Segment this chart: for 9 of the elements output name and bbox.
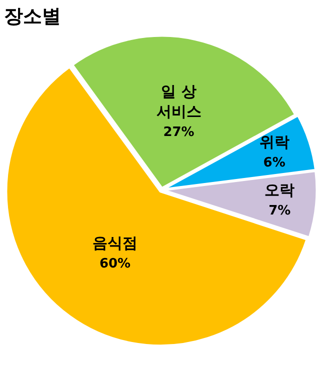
data-label: 27% — [163, 125, 194, 140]
slice-label: 일 상 서비스 — [156, 82, 202, 121]
chart-title: 장소별 — [4, 5, 61, 28]
slice-label: 음식점 — [92, 234, 138, 252]
slice-label: 위락 — [259, 133, 290, 152]
data-label: 60% — [99, 256, 131, 272]
data-label: 6% — [263, 156, 286, 171]
slice-label: 오락 — [264, 180, 295, 199]
data-label: 7% — [268, 203, 291, 218]
